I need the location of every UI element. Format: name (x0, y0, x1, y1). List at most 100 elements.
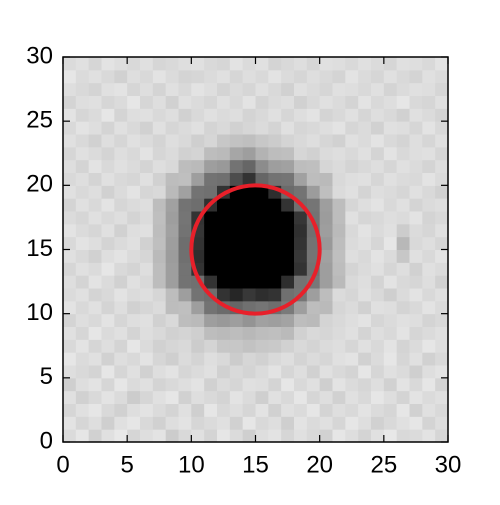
pixel (178, 211, 192, 225)
pixel (345, 146, 359, 161)
pixel (127, 275, 141, 289)
pixel (229, 236, 244, 250)
pixel (75, 377, 90, 392)
pixel (127, 185, 141, 199)
pixel (358, 82, 372, 96)
pixel (332, 211, 346, 225)
pixel (332, 326, 346, 340)
pixel (75, 416, 90, 430)
pixel (165, 95, 179, 109)
pixel (383, 236, 398, 250)
pixel (371, 134, 385, 148)
pixel (319, 288, 333, 302)
pixel (332, 365, 346, 379)
pixel (294, 326, 308, 340)
pixel (127, 403, 141, 417)
pixel (358, 185, 372, 199)
pixel (281, 108, 295, 122)
pixel (242, 326, 256, 340)
pixel (435, 82, 449, 96)
pixel (229, 313, 244, 327)
pixel (204, 313, 218, 327)
pixel (63, 57, 77, 71)
pixel (165, 211, 179, 225)
pixel (268, 403, 282, 417)
pixel (345, 159, 359, 173)
pixel (229, 365, 244, 379)
pixel (152, 365, 167, 379)
pixel (75, 365, 90, 379)
pixel (409, 377, 423, 392)
pixel (242, 377, 256, 392)
pixel (191, 326, 205, 340)
pixel (114, 352, 128, 366)
pixel (140, 69, 154, 84)
pixel (101, 236, 115, 250)
pixel (396, 275, 410, 289)
pixel (178, 146, 192, 161)
pixel (242, 300, 256, 315)
pixel (178, 300, 192, 315)
pixel (371, 326, 385, 340)
pixel (409, 108, 423, 122)
pixel (63, 313, 77, 327)
pixel (178, 69, 192, 84)
pixel (371, 108, 385, 122)
pixel (101, 377, 115, 392)
pixel (294, 185, 308, 199)
pixel (229, 57, 244, 71)
pixel (88, 326, 102, 340)
pixel (217, 57, 231, 71)
pixel (409, 365, 423, 379)
pixel (319, 185, 333, 199)
pixel (409, 416, 423, 430)
pixel (229, 275, 244, 289)
pixel (422, 416, 436, 430)
pixel (178, 223, 192, 238)
pixel (371, 377, 385, 392)
pixel (255, 211, 269, 225)
pixel (306, 236, 321, 250)
pixel (358, 429, 372, 443)
pixel (191, 377, 205, 392)
pixel (371, 198, 385, 212)
pixel (409, 198, 423, 212)
pixel (319, 390, 333, 404)
pixel (422, 172, 436, 186)
pixel (242, 416, 256, 430)
pixel (178, 134, 192, 148)
pixel (268, 159, 282, 173)
pixel (396, 262, 410, 276)
pixel (191, 95, 205, 109)
pixel (178, 82, 192, 96)
pixel (422, 352, 436, 366)
pixel (358, 326, 372, 340)
pixel (165, 326, 179, 340)
pixel (255, 198, 269, 212)
pixel (63, 249, 77, 263)
pixel (281, 159, 295, 173)
pixel (371, 275, 385, 289)
pixel (242, 352, 256, 366)
pixel (409, 262, 423, 276)
pixel (63, 275, 77, 289)
pixel (191, 185, 205, 199)
pixel (140, 172, 154, 186)
pixel (332, 377, 346, 392)
pixel (114, 416, 128, 430)
pixel (178, 159, 192, 173)
pixel (255, 185, 269, 199)
pixel (306, 288, 321, 302)
pixel (152, 262, 167, 276)
pixel (281, 249, 295, 263)
pixel (114, 326, 128, 340)
pixel (217, 159, 231, 173)
pixel (319, 403, 333, 417)
pixel (114, 377, 128, 392)
pixel (191, 134, 205, 148)
pixel (306, 429, 321, 443)
pixel (255, 236, 269, 250)
pixel (127, 223, 141, 238)
pixel (255, 288, 269, 302)
pixel (242, 172, 256, 186)
